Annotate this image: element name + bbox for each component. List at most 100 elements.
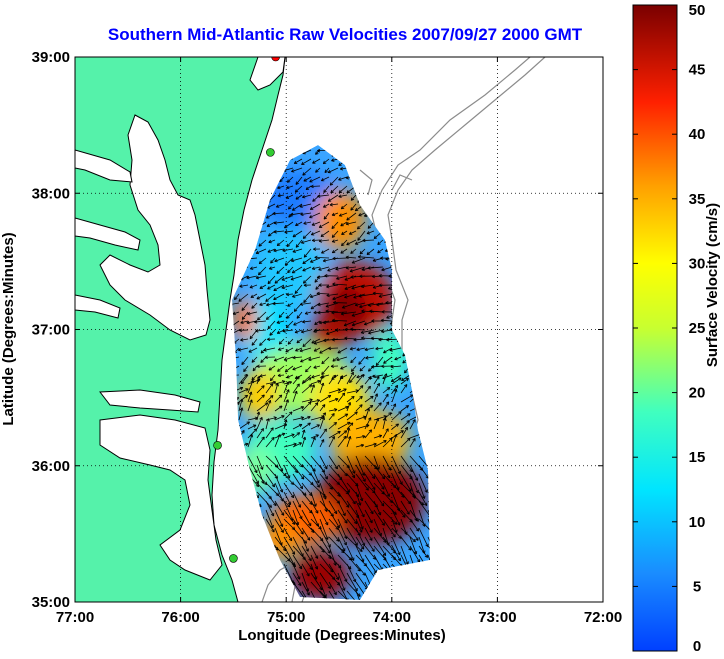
velocity-vector-head — [303, 237, 307, 239]
velocity-vector — [390, 365, 402, 368]
velocity-vector-head — [372, 258, 376, 262]
velocity-vector-head — [324, 509, 328, 512]
velocity-vector-head — [309, 398, 313, 400]
velocity-vector-head — [361, 267, 365, 271]
velocity-vector-head — [360, 396, 363, 400]
velocity-vector-head — [317, 606, 319, 608]
velocity-vector-head — [284, 230, 288, 233]
velocity-vector-head — [359, 530, 363, 533]
velocity-vector-head — [317, 194, 321, 197]
velocity-vector — [269, 329, 276, 336]
velocity-vector-head — [302, 172, 305, 176]
velocity-vector — [295, 194, 303, 200]
velocity-vector-head — [267, 338, 271, 342]
velocity-vector — [373, 527, 387, 543]
velocity-vector-head — [239, 329, 243, 333]
velocity-vector-head — [276, 475, 279, 479]
velocity-vector — [331, 221, 339, 229]
velocity-vector-head — [371, 366, 375, 369]
velocity-vector-head — [294, 375, 298, 379]
velocity-vector-head — [300, 240, 304, 244]
velocity-vector-head — [258, 245, 262, 247]
velocity-vector-head — [309, 494, 313, 497]
velocity-vector — [305, 311, 312, 315]
velocity-vector-head — [313, 365, 317, 369]
velocity-vector — [328, 518, 339, 530]
velocity-vector — [301, 518, 315, 533]
velocity-vector — [382, 417, 386, 430]
velocity-vector-head — [388, 274, 392, 277]
velocity-vector-head — [347, 402, 351, 405]
velocity-vector — [292, 417, 304, 421]
velocity-vector — [400, 377, 409, 385]
velocity-vector-head — [239, 398, 243, 402]
velocity-vector — [400, 405, 409, 412]
velocity-vector-head — [354, 241, 358, 245]
velocity-vector — [292, 432, 300, 439]
velocity-vector — [346, 527, 358, 546]
velocity-vector — [319, 464, 328, 480]
velocity-vector-head — [385, 257, 389, 260]
velocity-vector — [355, 435, 366, 439]
velocity-vector-head — [378, 296, 382, 298]
velocity-vector-head — [305, 186, 308, 190]
velocity-vector-head — [319, 375, 323, 379]
velocity-vector-head — [381, 310, 385, 313]
velocity-vector-head — [369, 309, 373, 312]
velocity-vector-head — [333, 302, 337, 305]
velocity-vector-head — [323, 190, 327, 193]
velocity-vector-head — [288, 503, 291, 508]
velocity-vector — [373, 383, 380, 394]
velocity-vector-head — [336, 539, 340, 542]
velocity-vector — [286, 185, 294, 189]
velocity-vector — [351, 311, 366, 317]
velocity-vector — [365, 356, 375, 359]
velocity-vector-head — [426, 607, 429, 609]
velocity-vector-head — [272, 211, 276, 214]
velocity-vector — [391, 374, 402, 382]
velocity-vector — [277, 329, 285, 334]
velocity-vector — [292, 203, 303, 211]
velocity-vector — [366, 230, 375, 235]
velocity-vector-head — [356, 374, 360, 378]
velocity-vector — [400, 437, 411, 448]
velocity-vector — [409, 419, 416, 430]
velocity-vector-head — [334, 408, 338, 410]
velocity-vector — [418, 464, 429, 479]
velocity-vector-head — [366, 231, 370, 234]
velocity-vector-head — [276, 464, 279, 468]
velocity-vector-head — [341, 392, 345, 395]
velocity-vector-head — [328, 395, 332, 399]
velocity-vector-head — [310, 384, 313, 388]
velocity-vector — [301, 158, 312, 165]
velocity-vector-head — [344, 521, 348, 524]
velocity-vector-head — [313, 348, 317, 352]
velocity-vector-head — [263, 348, 267, 351]
velocity-vector-head — [296, 383, 300, 386]
velocity-vector-head — [308, 357, 311, 361]
velocity-vector — [310, 545, 319, 559]
velocity-vector-head — [372, 374, 376, 378]
velocity-vector-head — [375, 362, 378, 366]
velocity-vector-head — [406, 437, 411, 440]
velocity-vector-head — [317, 304, 321, 307]
velocity-vector — [351, 365, 357, 372]
velocity-vector — [294, 284, 303, 294]
velocity-vector-head — [356, 483, 359, 487]
velocity-vector — [315, 167, 321, 173]
velocity-vector-head — [259, 342, 261, 346]
velocity-vector-head — [361, 309, 365, 312]
velocity-vector-head — [279, 316, 283, 318]
velocity-vector-head — [277, 185, 280, 189]
velocity-vector-head — [331, 605, 334, 606]
velocity-vector-head — [286, 245, 290, 248]
velocity-vector-head — [272, 301, 276, 305]
velocity-vector — [329, 203, 339, 206]
velocity-vector-head — [402, 360, 405, 364]
velocity-vector-head — [392, 551, 396, 554]
velocity-vector-head — [351, 313, 355, 317]
velocity-vector-head — [394, 384, 398, 387]
velocity-vector-head — [302, 319, 305, 323]
velocity-vector-head — [383, 360, 386, 364]
velocity-vector-head — [258, 273, 262, 276]
